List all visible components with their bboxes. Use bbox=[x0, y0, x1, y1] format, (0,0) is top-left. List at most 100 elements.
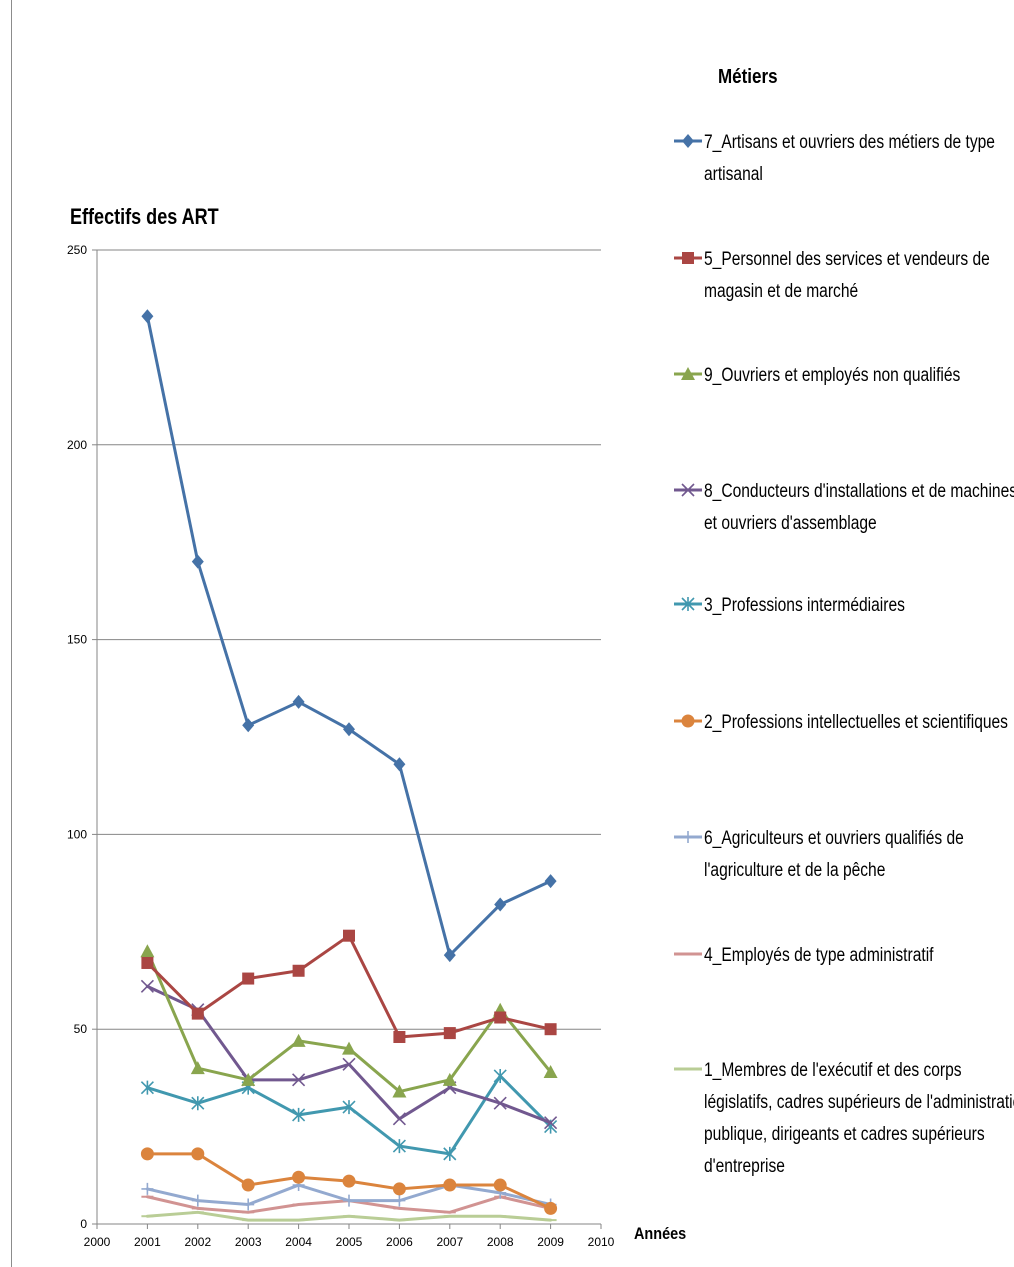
x-tick-label: 2002 bbox=[184, 1235, 211, 1249]
legend-label: 1_Membres de l'exécutif et des corps lég… bbox=[704, 1060, 1014, 1177]
data-point bbox=[393, 1030, 406, 1043]
legend-point bbox=[681, 597, 695, 611]
legend-label: 5_Personnel des services et vendeurs de … bbox=[704, 249, 990, 302]
x-tick-label: 2000 bbox=[84, 1235, 111, 1249]
data-point bbox=[392, 1112, 406, 1126]
data-point bbox=[392, 1139, 406, 1154]
y-tick-label: 50 bbox=[74, 1022, 88, 1036]
data-point bbox=[494, 897, 507, 912]
data-point bbox=[292, 964, 305, 977]
data-point bbox=[292, 1170, 306, 1184]
legend-title: Métiers bbox=[718, 66, 778, 88]
data-point bbox=[544, 1116, 558, 1130]
series bbox=[141, 1210, 557, 1222]
data-point bbox=[342, 1174, 356, 1188]
data-point bbox=[342, 1100, 356, 1115]
plot-area bbox=[140, 309, 558, 1222]
data-point bbox=[393, 1194, 406, 1207]
data-point bbox=[242, 972, 255, 985]
x-tick-label: 2009 bbox=[537, 1235, 564, 1249]
legend-label: 7_Artisans et ouvriers des métiers de ty… bbox=[704, 132, 995, 185]
data-point bbox=[544, 1023, 557, 1036]
data-point bbox=[443, 1146, 457, 1161]
legend-label: 9_Ouvriers et employés non qualifiés bbox=[704, 365, 961, 386]
data-point bbox=[493, 1068, 507, 1083]
data-point bbox=[140, 1080, 154, 1095]
series-line bbox=[145, 1074, 553, 1156]
x-tick-label: 2007 bbox=[436, 1235, 463, 1249]
x-axis-title: Années bbox=[634, 1224, 687, 1243]
series-line bbox=[145, 314, 553, 957]
x-tick-label: 2010 bbox=[588, 1235, 615, 1249]
data-point bbox=[191, 1194, 204, 1207]
legend-label: 4_Employés de type administratif bbox=[704, 945, 934, 966]
data-point bbox=[140, 1147, 154, 1161]
series bbox=[140, 1147, 558, 1215]
y-tick-label: 0 bbox=[80, 1217, 87, 1231]
data-point bbox=[292, 694, 305, 709]
data-point bbox=[241, 1072, 256, 1086]
data-point bbox=[543, 1065, 558, 1079]
legend-marker bbox=[674, 367, 702, 380]
legend-point bbox=[681, 367, 695, 380]
data-point bbox=[393, 757, 406, 772]
legend-point bbox=[682, 134, 694, 148]
data-point bbox=[191, 554, 204, 569]
data-point bbox=[392, 1084, 407, 1098]
y-tick-label: 100 bbox=[67, 827, 87, 841]
data-point bbox=[140, 979, 154, 993]
data-point bbox=[493, 1178, 507, 1192]
legend-point bbox=[681, 714, 695, 728]
y-tick-label: 250 bbox=[67, 243, 87, 257]
legend-point bbox=[681, 483, 695, 497]
x-tick-label: 2006 bbox=[386, 1235, 413, 1249]
legend-marker bbox=[674, 134, 702, 148]
data-point bbox=[443, 1178, 457, 1192]
series bbox=[141, 929, 557, 1043]
x-tick-label: 2004 bbox=[285, 1235, 312, 1249]
legend-marker bbox=[674, 952, 702, 956]
data-point bbox=[291, 1033, 306, 1047]
legend-marker bbox=[674, 1067, 702, 1071]
x-tick-label: 2003 bbox=[235, 1235, 262, 1249]
series bbox=[141, 309, 557, 963]
data-point bbox=[392, 1182, 406, 1196]
x-tick-label: 2008 bbox=[487, 1235, 514, 1249]
legend-label: 2_Professions intellectuelles et scienti… bbox=[704, 712, 1008, 733]
data-point bbox=[292, 1073, 306, 1087]
legend-point bbox=[682, 252, 694, 264]
y-tick-label: 200 bbox=[67, 438, 87, 452]
data-point bbox=[493, 1096, 507, 1110]
data-point bbox=[343, 929, 355, 942]
data-point bbox=[141, 1182, 154, 1195]
data-point bbox=[494, 1011, 507, 1024]
data-point bbox=[343, 1194, 355, 1207]
data-point bbox=[190, 1061, 205, 1075]
data-point bbox=[191, 1096, 205, 1111]
gridlines bbox=[97, 249, 601, 1030]
legend-label: 6_Agriculteurs et ouvriers qualifiés de … bbox=[704, 828, 964, 881]
legend-point bbox=[682, 831, 694, 843]
legend-marker bbox=[674, 831, 702, 843]
data-point bbox=[443, 948, 456, 963]
data-point bbox=[141, 956, 154, 969]
data-point bbox=[544, 874, 557, 889]
legend-marker bbox=[674, 483, 702, 497]
data-point bbox=[140, 944, 155, 958]
x-tick-label: 2005 bbox=[336, 1235, 363, 1249]
data-point bbox=[191, 1147, 205, 1161]
data-point bbox=[343, 722, 355, 737]
data-point bbox=[342, 1057, 356, 1071]
data-point bbox=[242, 718, 255, 733]
legend-label: 8_Conducteurs d'installations et de mach… bbox=[704, 481, 1014, 534]
legend-marker bbox=[674, 252, 702, 264]
axes: 0 50 100 150 200 250 2000 2001 2002 2003 2004 2005 2… bbox=[67, 243, 615, 1249]
data-point bbox=[241, 1178, 255, 1192]
frame-border bbox=[11, 0, 12, 1267]
legend-marker bbox=[674, 714, 702, 728]
data-point bbox=[443, 1027, 456, 1040]
series bbox=[140, 1068, 558, 1161]
data-point bbox=[242, 1198, 255, 1211]
x-tick-label: 2001 bbox=[134, 1235, 161, 1249]
